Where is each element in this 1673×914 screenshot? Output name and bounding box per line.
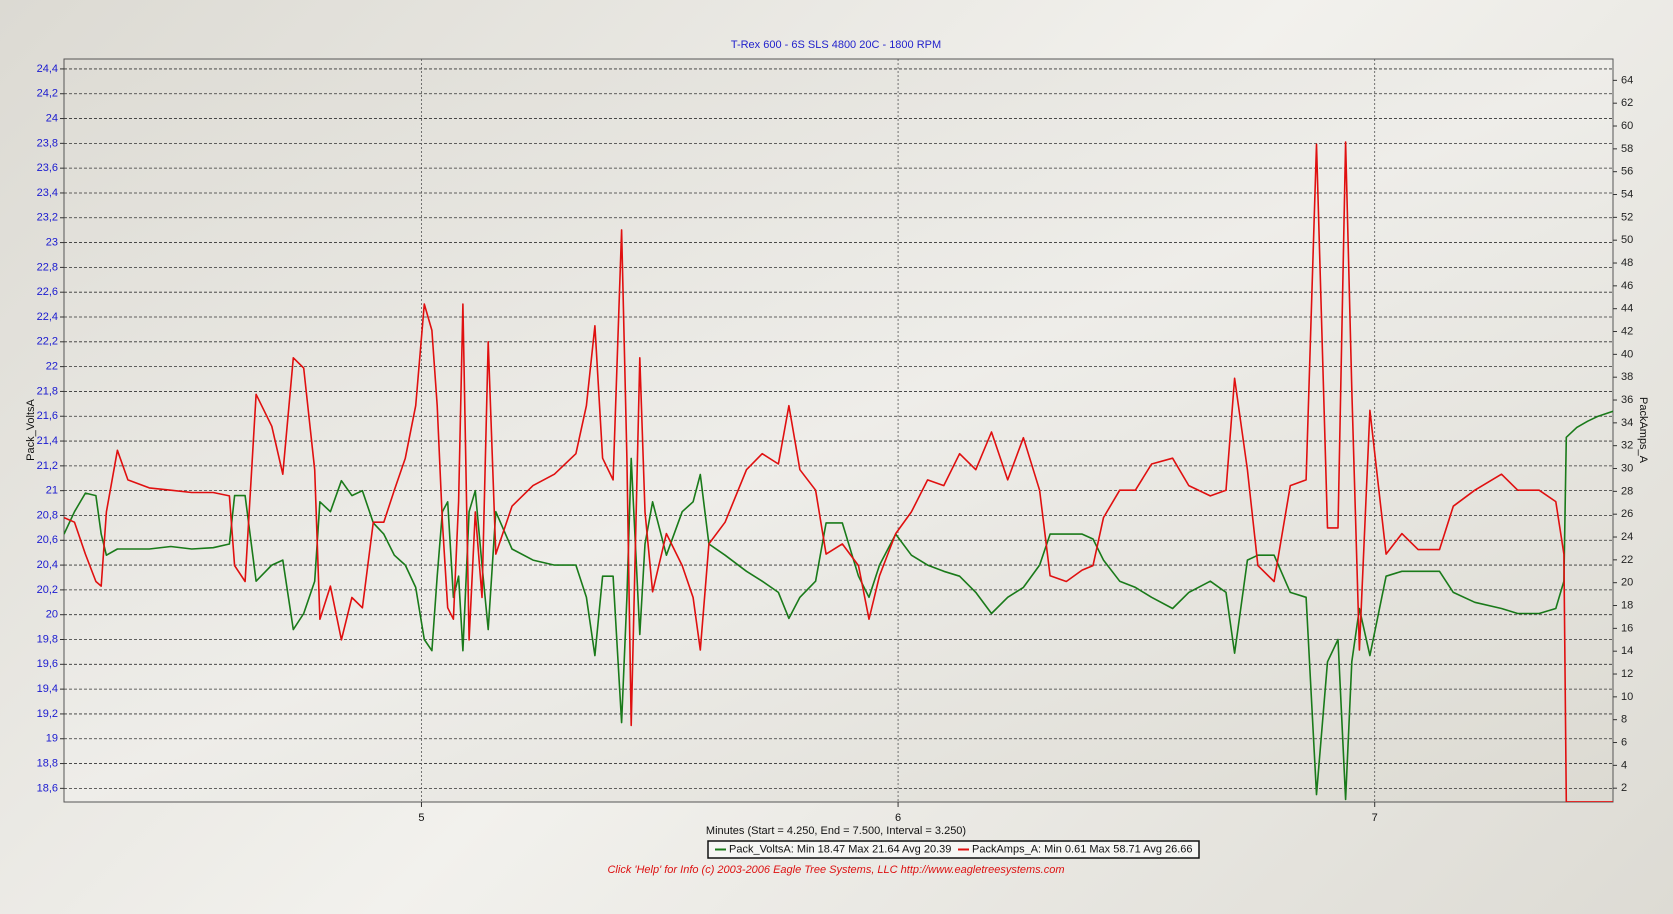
y-tick-label: 19,2 (37, 708, 58, 720)
y-tick-label: 21,4 (37, 435, 58, 447)
y2-tick-label: 8 (1621, 714, 1627, 726)
y-tick-label: 22,4 (37, 311, 58, 323)
legend (707, 840, 1200, 859)
footer: Click 'Help' for Info (c) 2003-2006 Eagl… (607, 864, 1064, 876)
plot-area (63, 58, 1614, 803)
y-tick-label: 18,8 (37, 757, 58, 769)
y2-tick-label: 12 (1621, 668, 1633, 680)
y2-tick-label: 20 (1621, 577, 1633, 589)
y2-tick-label: 32 (1621, 440, 1633, 452)
y2-tick-label: 28 (1621, 485, 1633, 497)
y2-tick-label: 34 (1621, 417, 1633, 429)
y2-tick-label: 62 (1621, 97, 1633, 109)
y2-tick-label: 44 (1621, 303, 1633, 315)
y2-tick-label: 24 (1621, 531, 1633, 543)
legend-label: PackAmps_A: Min 0.61 Max 58.71 Avg 26.66 (972, 843, 1193, 855)
y2-tick-label: 56 (1621, 166, 1633, 178)
y-tick-label: 22 (46, 361, 58, 373)
y-tick-label: 21 (46, 485, 58, 497)
y-tick-label: 21,6 (37, 410, 58, 422)
y2-tick-label: 22 (1621, 554, 1633, 566)
y2-tick-label: 6 (1621, 736, 1627, 748)
y2-tick-label: 52 (1621, 211, 1633, 223)
y-tick-label: 23,2 (37, 212, 58, 224)
series-line-group (64, 141, 1613, 802)
y-tick-label: 24 (46, 112, 58, 124)
y-tick-label: 19,8 (37, 633, 58, 645)
y2-tick-label: 18 (1621, 599, 1633, 611)
y2-tick-label: 54 (1621, 188, 1633, 200)
y2-tick-label: 48 (1621, 257, 1633, 269)
y-tick-label: 19,4 (37, 683, 58, 695)
y2-tick-label: 40 (1621, 348, 1633, 360)
y2-tick-label: 46 (1621, 280, 1633, 292)
y2-tick-label: 14 (1621, 645, 1633, 657)
y-tick-label: 22,8 (37, 261, 58, 273)
y-tick-label: 23,6 (37, 162, 58, 174)
y-tick-label: 23,8 (37, 137, 58, 149)
y2-tick-label: 60 (1621, 120, 1633, 132)
x-tick-label: 6 (895, 812, 901, 824)
y2-tick-label: 50 (1621, 234, 1633, 246)
y-tick-label: 22,2 (37, 336, 58, 348)
series-line-group (64, 410, 1613, 801)
y-axis-label: Pack_VoltsA (25, 398, 37, 460)
y-tick-label: 20,2 (37, 584, 58, 596)
y2-tick-label: 30 (1621, 462, 1633, 474)
y2-axis-label: PackAmps_A (1637, 397, 1649, 464)
legend-label: Pack_VoltsA: Min 18.47 Max 21.64 Avg 20.… (729, 843, 951, 855)
y2-tick-label: 26 (1621, 508, 1633, 520)
y2-tick-label: 4 (1621, 759, 1627, 771)
y2-tick-label: 10 (1621, 691, 1633, 703)
x-tick-label: 5 (418, 812, 424, 824)
x-axis-label: Minutes (Start = 4.250, End = 7.500, Int… (706, 825, 966, 837)
series-line (64, 410, 1613, 801)
y-tick-label: 20,6 (37, 534, 58, 546)
y-tick-label: 18,6 (37, 782, 58, 794)
y-tick-label: 22,6 (37, 286, 58, 298)
y2-tick-label: 42 (1621, 325, 1633, 337)
y-tick-label: 21,2 (37, 460, 58, 472)
series-line (64, 141, 1613, 802)
y-tick-label: 23,4 (37, 187, 58, 199)
y2-tick-label: 64 (1621, 74, 1633, 86)
chart-title: T-Rex 600 - 6S SLS 4800 20C - 1800 RPM (731, 39, 941, 51)
y-tick-label: 20,4 (37, 559, 58, 571)
y2-tick-label: 16 (1621, 622, 1633, 634)
x-tick-label: 7 (1372, 812, 1378, 824)
y-tick-label: 24,4 (37, 63, 58, 75)
y-tick-label: 20,8 (37, 509, 58, 521)
y-tick-label: 19 (46, 733, 58, 745)
y-tick-label: 23 (46, 236, 58, 248)
y2-tick-label: 58 (1621, 143, 1633, 155)
y2-tick-label: 38 (1621, 371, 1633, 383)
y-tick-label: 20 (46, 609, 58, 621)
y-tick-label: 24,2 (37, 88, 58, 100)
y2-tick-label: 2 (1621, 782, 1627, 794)
y-tick-label: 21,8 (37, 385, 58, 397)
y-tick-label: 19,6 (37, 658, 58, 670)
y2-tick-label: 36 (1621, 394, 1633, 406)
